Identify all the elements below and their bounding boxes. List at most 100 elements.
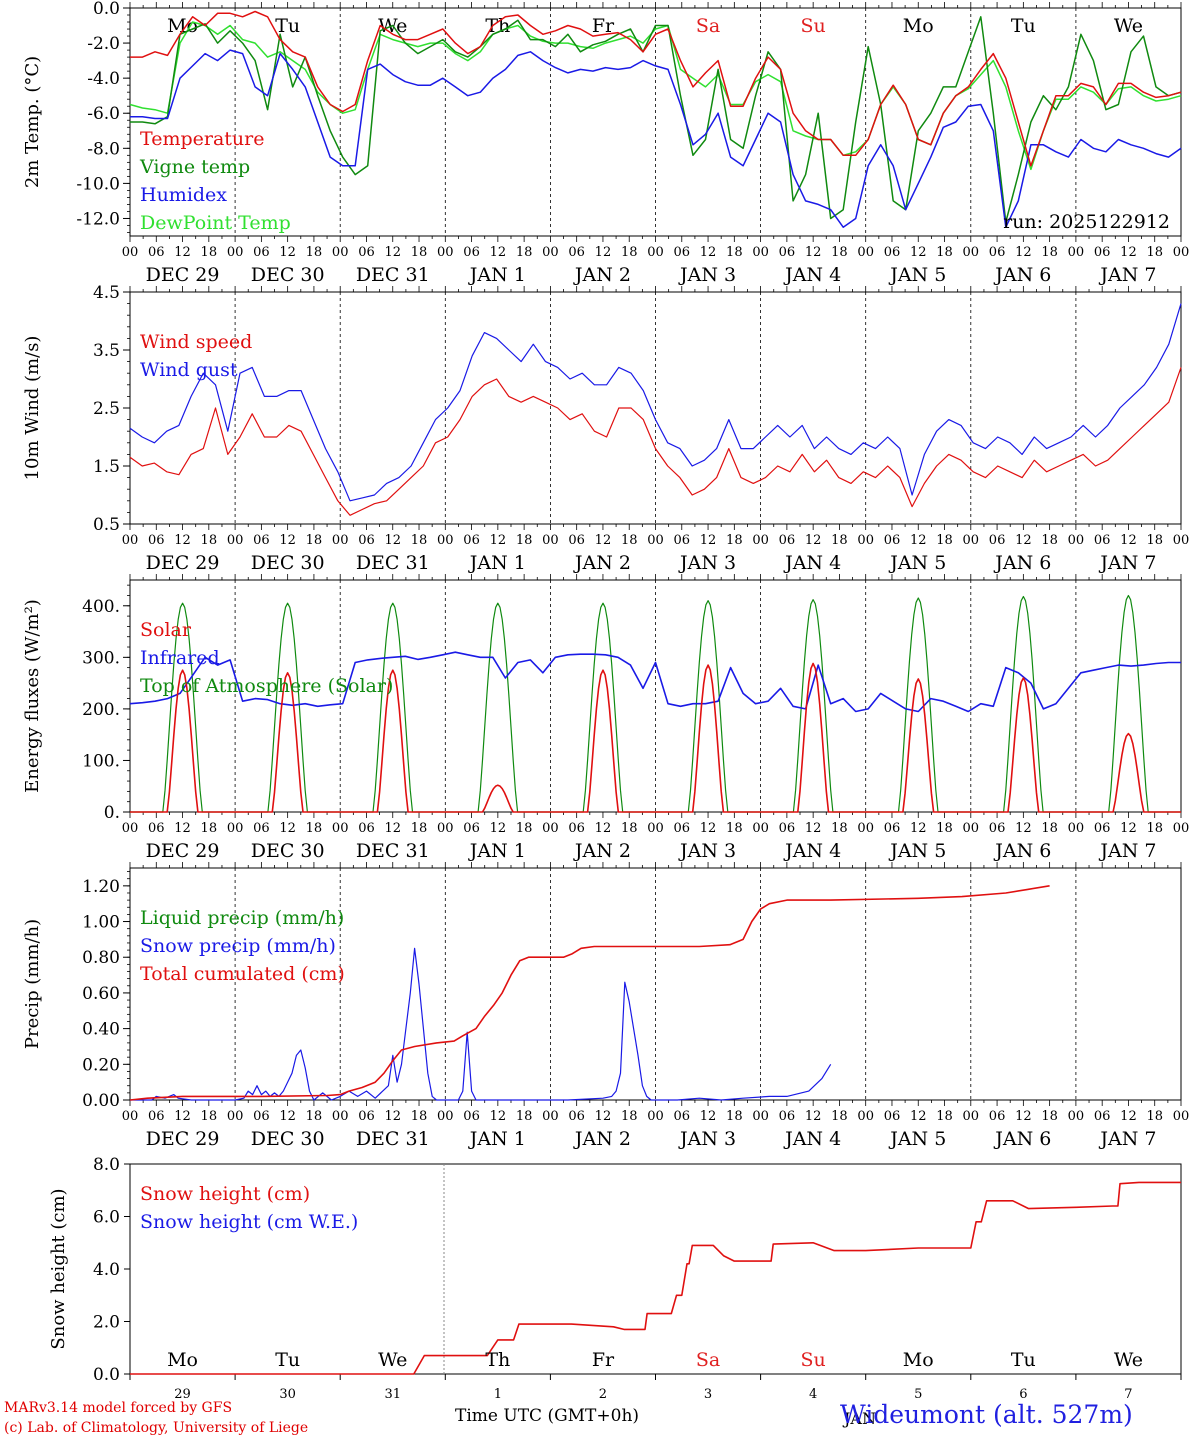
hour-label: 18 (936, 821, 953, 836)
hour-label: 12 (595, 821, 612, 836)
date-label: DEC 31 (356, 552, 430, 574)
hour-label: 00 (857, 245, 874, 260)
date-label: JAN 5 (888, 840, 946, 862)
hour-label: 00 (332, 821, 349, 836)
hour-label: 06 (779, 245, 796, 260)
weekday-label: Tu (1011, 1349, 1036, 1371)
y-tick-label: 4.0 (93, 1260, 120, 1280)
hour-label: 12 (910, 1109, 927, 1124)
hour-label: 00 (437, 245, 454, 260)
hour-label: 06 (568, 1109, 585, 1124)
hour-label: 18 (201, 1109, 218, 1124)
hour-label: 12 (490, 821, 507, 836)
date-label: DEC 30 (251, 264, 325, 286)
day-number-label: 6 (1019, 1387, 1027, 1402)
date-label: JAN 6 (993, 264, 1051, 286)
hour-label: 00 (122, 533, 139, 548)
hour-label: 12 (1120, 533, 1137, 548)
date-label: JAN 7 (1098, 264, 1156, 286)
hour-label: 18 (411, 821, 428, 836)
y-tick-label: 0. (104, 803, 120, 823)
hour-label: 12 (910, 245, 927, 260)
hour-label: 18 (306, 821, 323, 836)
y-tick-label: 100. (82, 751, 120, 771)
hour-label: 00 (647, 1109, 664, 1124)
hour-label: 06 (779, 821, 796, 836)
day-number-label: 7 (1124, 1387, 1132, 1402)
date-label: JAN 2 (573, 1128, 631, 1150)
legend-entry: Temperature (140, 128, 264, 150)
legend-entry: Infrared (140, 647, 220, 669)
date-label: DEC 29 (146, 552, 220, 574)
series-line-solar (130, 662, 1181, 813)
hour-label: 00 (1068, 1109, 1085, 1124)
date-label: DEC 31 (356, 1128, 430, 1150)
hour-label: 00 (1173, 245, 1190, 260)
hour-label: 06 (674, 821, 691, 836)
weekday-label: Sa (696, 1349, 720, 1371)
date-label: JAN 5 (888, 1128, 946, 1150)
hour-label: 18 (1146, 245, 1163, 260)
hour-label: 06 (463, 821, 480, 836)
hour-label: 18 (1146, 1109, 1163, 1124)
date-label: DEC 30 (251, 552, 325, 574)
hour-label: 12 (1120, 821, 1137, 836)
hour-label: 00 (542, 533, 559, 548)
hour-label: 00 (647, 245, 664, 260)
hour-label: 00 (647, 533, 664, 548)
hour-label: 00 (1173, 1109, 1190, 1124)
hour-label: 18 (411, 533, 428, 548)
y-tick-label: 6.0 (93, 1208, 120, 1228)
y-axis-label: Energy fluxes (W/m²) (22, 599, 43, 793)
hour-label: 18 (936, 1109, 953, 1124)
hour-label: 00 (122, 821, 139, 836)
hour-label: 18 (306, 533, 323, 548)
hour-label: 00 (227, 821, 244, 836)
date-label: JAN 4 (783, 264, 841, 286)
hour-label: 00 (1173, 533, 1190, 548)
hour-label: 06 (1094, 1109, 1111, 1124)
date-label: JAN 3 (678, 1128, 736, 1150)
hour-label: 06 (884, 245, 901, 260)
hour-label: 00 (1173, 821, 1190, 836)
weekday-label: Su (801, 15, 826, 37)
hour-label: 12 (384, 821, 401, 836)
hour-label: 18 (726, 533, 743, 548)
hour-label: 00 (857, 821, 874, 836)
hour-label: 00 (332, 245, 349, 260)
day-number-label: 5 (914, 1387, 922, 1402)
hour-label: 12 (174, 245, 191, 260)
hour-label: 12 (1015, 821, 1032, 836)
hour-label: 12 (384, 245, 401, 260)
hour-label: 06 (1094, 533, 1111, 548)
hour-label: 06 (358, 1109, 375, 1124)
y-tick-label: 1.5 (93, 457, 120, 477)
weekday-label: Tu (1011, 15, 1036, 37)
hour-label: 06 (148, 245, 165, 260)
hour-label: 06 (253, 245, 270, 260)
y-tick-label: -10.0 (76, 174, 120, 194)
weekday-label: Th (485, 1349, 510, 1371)
date-label: JAN 6 (993, 552, 1051, 574)
hour-label: 18 (831, 533, 848, 548)
hour-label: 12 (700, 1109, 717, 1124)
day-number-label: 1 (494, 1387, 502, 1402)
y-tick-label: 1.20 (82, 877, 120, 897)
hour-label: 12 (595, 1109, 612, 1124)
hour-label: 06 (884, 821, 901, 836)
date-label: JAN 1 (468, 840, 526, 862)
date-label: JAN 3 (678, 264, 736, 286)
hour-label: 06 (674, 245, 691, 260)
legend-entry: Vigne temp (139, 156, 250, 178)
hour-label: 00 (963, 533, 980, 548)
hour-label: 12 (279, 1109, 296, 1124)
date-label: JAN 7 (1098, 840, 1156, 862)
date-label: JAN 7 (1098, 552, 1156, 574)
hour-label: 06 (989, 1109, 1006, 1124)
legend-entry: Solar (140, 619, 192, 641)
y-axis-label: Precip (mm/h) (22, 919, 43, 1049)
hour-label: 00 (963, 245, 980, 260)
date-label: DEC 30 (251, 840, 325, 862)
hour-label: 18 (306, 245, 323, 260)
hour-label: 12 (279, 533, 296, 548)
